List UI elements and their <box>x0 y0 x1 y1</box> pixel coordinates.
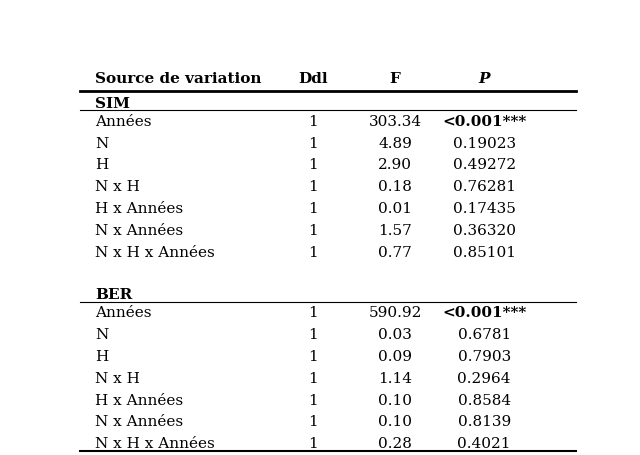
Text: <0.001***: <0.001*** <box>442 306 526 320</box>
Text: 2.90: 2.90 <box>378 158 412 172</box>
Text: 0.8584: 0.8584 <box>458 393 511 407</box>
Text: Ddl: Ddl <box>298 72 328 86</box>
Text: 0.85101: 0.85101 <box>452 245 516 259</box>
Text: N x Années: N x Années <box>95 415 183 428</box>
Text: N: N <box>95 136 108 150</box>
Text: Source de variation: Source de variation <box>95 72 261 86</box>
Text: H x Années: H x Années <box>95 393 183 407</box>
Text: 0.28: 0.28 <box>378 436 412 450</box>
Text: 1: 1 <box>308 393 318 407</box>
Text: Années: Années <box>95 306 152 320</box>
Text: N x H x Années: N x H x Années <box>95 245 214 259</box>
Text: H: H <box>95 349 108 363</box>
Text: 0.17435: 0.17435 <box>453 202 516 216</box>
Text: 0.10: 0.10 <box>378 393 412 407</box>
Text: 1: 1 <box>308 371 318 385</box>
Text: 0.4021: 0.4021 <box>458 436 511 450</box>
Text: 590.92: 590.92 <box>368 306 422 320</box>
Text: N: N <box>95 328 108 342</box>
Text: 1: 1 <box>308 349 318 363</box>
Text: 1: 1 <box>308 180 318 194</box>
Text: 0.2964: 0.2964 <box>458 371 511 385</box>
Text: H: H <box>95 158 108 172</box>
Text: 1: 1 <box>308 115 318 129</box>
Text: 0.7903: 0.7903 <box>458 349 511 363</box>
Text: 0.19023: 0.19023 <box>452 136 516 150</box>
Text: H x Années: H x Années <box>95 202 183 216</box>
Text: 0.77: 0.77 <box>378 245 412 259</box>
Text: 0.03: 0.03 <box>378 328 412 342</box>
Text: 1: 1 <box>308 306 318 320</box>
Text: 0.10: 0.10 <box>378 415 412 428</box>
Text: 0.76281: 0.76281 <box>452 180 516 194</box>
Text: 0.6781: 0.6781 <box>458 328 511 342</box>
Text: 0.18: 0.18 <box>378 180 412 194</box>
Text: 0.8139: 0.8139 <box>458 415 511 428</box>
Text: N x H x Années: N x H x Années <box>95 436 214 450</box>
Text: P: P <box>479 72 490 86</box>
Text: SIM: SIM <box>95 96 130 111</box>
Text: 303.34: 303.34 <box>369 115 422 129</box>
Text: BER: BER <box>95 288 132 302</box>
Text: Années: Années <box>95 115 152 129</box>
Text: N x H: N x H <box>95 180 140 194</box>
Text: 0.01: 0.01 <box>378 202 412 216</box>
Text: 1.14: 1.14 <box>378 371 412 385</box>
Text: 1: 1 <box>308 245 318 259</box>
Text: 1: 1 <box>308 223 318 237</box>
Text: N x Années: N x Années <box>95 223 183 237</box>
Text: <0.001***: <0.001*** <box>442 115 526 129</box>
Text: 4.89: 4.89 <box>378 136 412 150</box>
Text: 1: 1 <box>308 328 318 342</box>
Text: 1: 1 <box>308 158 318 172</box>
Text: 1: 1 <box>308 202 318 216</box>
Text: 0.49272: 0.49272 <box>452 158 516 172</box>
Text: 1: 1 <box>308 436 318 450</box>
Text: N x H: N x H <box>95 371 140 385</box>
Text: 1: 1 <box>308 415 318 428</box>
Text: 0.09: 0.09 <box>378 349 412 363</box>
Text: F: F <box>390 72 401 86</box>
Text: 1.57: 1.57 <box>378 223 412 237</box>
Text: 1: 1 <box>308 136 318 150</box>
Text: 0.36320: 0.36320 <box>452 223 516 237</box>
